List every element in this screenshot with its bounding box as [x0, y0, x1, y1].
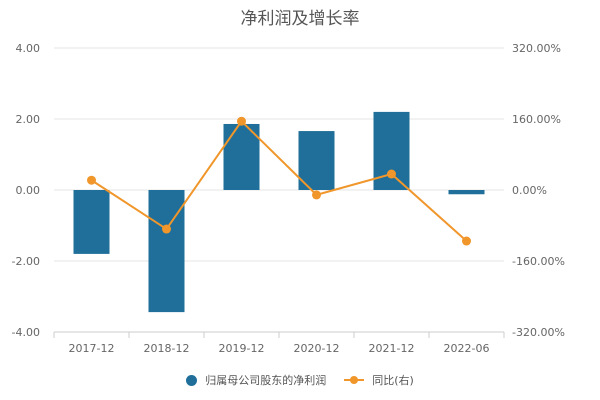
line-series-marker-icon	[344, 375, 365, 385]
right-axis-tick: 160.00%	[512, 113, 561, 126]
bar-net-profit[interactable]	[223, 123, 260, 190]
yoy-point[interactable]	[462, 236, 471, 246]
yoy-point[interactable]	[387, 169, 396, 179]
legend-label-yoy: 同比(右)	[372, 374, 414, 387]
left-axis-tick: -4.00	[12, 326, 40, 339]
yoy-point[interactable]	[87, 175, 96, 185]
legend: 归属母公司股东的净利润 同比(右)	[0, 372, 600, 388]
left-axis-tick: 2.00	[16, 113, 41, 126]
bar-net-profit[interactable]	[448, 190, 485, 195]
left-axis-tick: 4.00	[16, 42, 41, 55]
left-axis-tick: 0.00	[16, 184, 41, 197]
legend-item-yoy[interactable]: 同比(右)	[344, 372, 414, 388]
left-axis-tick: -2.00	[12, 255, 40, 268]
x-axis-label: 2019-12	[219, 342, 265, 355]
right-axis-tick: -320.00%	[512, 326, 565, 339]
x-axis-label: 2018-12	[144, 342, 190, 355]
yoy-point[interactable]	[237, 116, 246, 126]
x-axis-label: 2021-12	[369, 342, 415, 355]
yoy-point[interactable]	[312, 190, 321, 200]
chart-plot: 4.00 320.00% 2.00 160.00% 0.00 0.00% -2.00 -160…	[12, 42, 565, 355]
x-axis-label: 2022-06	[444, 342, 490, 355]
yoy-point[interactable]	[162, 224, 171, 234]
right-axis-tick: 0.00%	[512, 184, 547, 197]
bar-series-marker-icon	[186, 374, 198, 386]
bar-net-profit[interactable]	[148, 190, 185, 313]
yoy-line	[90, 119, 468, 242]
bar-net-profit[interactable]	[73, 190, 110, 254]
legend-label-net-profit: 归属母公司股东的净利润	[205, 374, 327, 387]
right-axis-tick: 320.00%	[512, 42, 561, 55]
legend-item-net-profit[interactable]: 归属母公司股东的净利润	[186, 372, 326, 388]
bar-net-profit[interactable]	[298, 131, 335, 190]
chart-title: 净利润及增长率	[240, 9, 360, 29]
right-axis-tick: -160.00%	[512, 255, 565, 268]
x-axis-label: 2017-12	[69, 342, 115, 355]
x-axis-label: 2020-12	[294, 342, 340, 355]
